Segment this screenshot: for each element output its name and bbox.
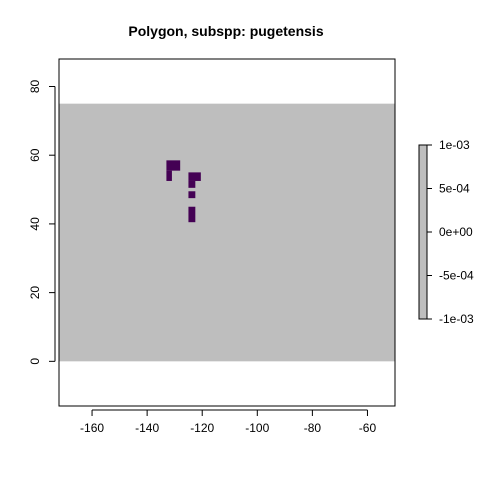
raster-cell bbox=[166, 160, 181, 171]
chart-title: Polygon, subspp: pugetensis bbox=[128, 23, 323, 39]
x-tick-label: -60 bbox=[359, 421, 377, 435]
legend-tick-label: -1e-03 bbox=[439, 312, 474, 326]
legend-tick-label: 1e-03 bbox=[439, 138, 470, 152]
legend-tick-label: 5e-04 bbox=[439, 182, 470, 196]
raster-cell bbox=[188, 191, 196, 199]
y-tick-label: 80 bbox=[28, 79, 42, 93]
y-tick-label: 60 bbox=[28, 148, 42, 162]
y-axis: 0 20 40 60 80 bbox=[28, 79, 56, 365]
legend-tick-label: 0e+00 bbox=[439, 225, 473, 239]
raster-cell bbox=[188, 180, 196, 188]
x-tick-label: -100 bbox=[245, 421, 269, 435]
x-tick-label: -140 bbox=[135, 421, 159, 435]
x-tick-label: -80 bbox=[304, 421, 322, 435]
raster-cell bbox=[166, 170, 172, 181]
legend-color-bar bbox=[418, 144, 428, 320]
legend-tick-label: -5e-04 bbox=[439, 269, 474, 283]
y-tick-label: 40 bbox=[28, 217, 42, 231]
raster-cell bbox=[188, 206, 196, 223]
x-tick-label: -120 bbox=[190, 421, 214, 435]
y-tick-label: 20 bbox=[28, 286, 42, 300]
raster-cell bbox=[188, 172, 201, 181]
y-tick-label: 0 bbox=[28, 358, 42, 365]
raster-background bbox=[59, 103, 395, 362]
x-axis: -160 -140 -120 -100 -80 -60 bbox=[80, 409, 377, 435]
plot-frame bbox=[58, 58, 396, 407]
x-tick-label: -160 bbox=[80, 421, 104, 435]
color-legend: 1e-03 5e-04 0e+00 -5e-04 -1e-03 bbox=[418, 138, 474, 326]
raster-layer bbox=[59, 103, 395, 362]
